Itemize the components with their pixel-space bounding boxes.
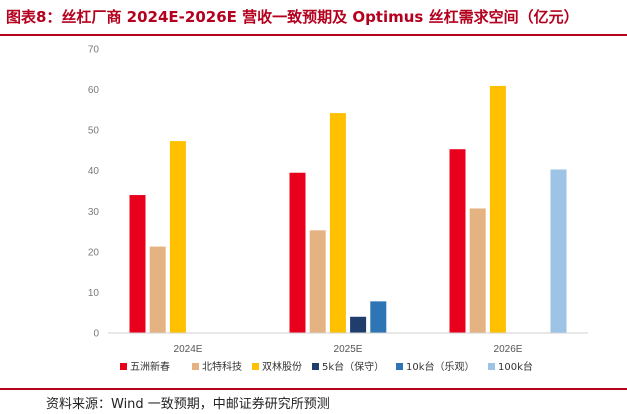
bar xyxy=(129,195,146,333)
legend-item: 北特科技 xyxy=(192,360,242,373)
bar xyxy=(550,169,567,333)
bar xyxy=(169,141,186,333)
y-tick-label: 10 xyxy=(88,288,100,299)
x-tick-label: 2025E xyxy=(334,344,363,355)
bar xyxy=(370,301,387,333)
x-tick-label: 2024E xyxy=(174,344,203,355)
legend-item: 5k台（保守） xyxy=(312,360,384,373)
bar-chart: 0 10 20 30 40 50 60 70 2024E 2025E 2026E 五洲新春 北特科技… xyxy=(88,45,588,373)
title-bar: 图表8：丝杠厂商 2024E-2026E 营收一致预期及 Optimus 丝杠需… xyxy=(0,0,627,36)
bar xyxy=(309,230,326,333)
y-tick-label: 40 xyxy=(88,166,100,177)
legend-label: 双林股份 xyxy=(262,360,302,373)
legend-label: 北特科技 xyxy=(202,360,242,373)
legend-item: 100k台 xyxy=(488,360,533,373)
bar xyxy=(329,113,346,333)
bar xyxy=(350,316,367,333)
y-axis: 0 10 20 30 40 50 60 70 xyxy=(88,45,100,340)
legend-swatch xyxy=(192,363,199,370)
footer-divider xyxy=(0,388,627,390)
legend-swatch xyxy=(488,363,495,370)
legend: 五洲新春 北特科技 双林股份 5k台（保守） 10k台（乐观） 100k台 xyxy=(120,360,533,373)
bar xyxy=(149,246,166,333)
y-tick-label: 30 xyxy=(88,207,100,218)
y-tick-label: 60 xyxy=(88,85,100,96)
y-tick-label: 70 xyxy=(88,45,100,56)
chart-title: 图表8：丝杠厂商 2024E-2026E 营收一致预期及 Optimus 丝杠需… xyxy=(6,8,579,26)
legend-swatch xyxy=(396,363,403,370)
legend-label: 5k台（保守） xyxy=(322,360,384,373)
legend-label: 10k台（乐观） xyxy=(406,360,475,373)
bar xyxy=(289,172,306,333)
legend-label: 100k台 xyxy=(498,360,533,373)
source-note: 资料来源：Wind 一致预期，中邮证券研究所预测 xyxy=(46,397,330,412)
x-tick-label: 2026E xyxy=(494,344,523,355)
bars xyxy=(129,85,567,333)
legend-swatch xyxy=(252,363,259,370)
legend-swatch xyxy=(120,363,127,370)
y-tick-label: 0 xyxy=(93,329,99,340)
y-tick-label: 20 xyxy=(88,247,100,258)
legend-label: 五洲新春 xyxy=(130,360,170,373)
legend-swatch xyxy=(312,363,319,370)
bar xyxy=(469,208,486,333)
bar xyxy=(449,149,466,333)
legend-item: 双林股份 xyxy=(252,360,302,373)
bar xyxy=(489,85,506,333)
legend-item: 10k台（乐观） xyxy=(396,360,475,373)
y-tick-label: 50 xyxy=(88,126,100,137)
x-axis: 2024E 2025E 2026E xyxy=(174,344,523,355)
legend-item: 五洲新春 xyxy=(120,360,170,373)
